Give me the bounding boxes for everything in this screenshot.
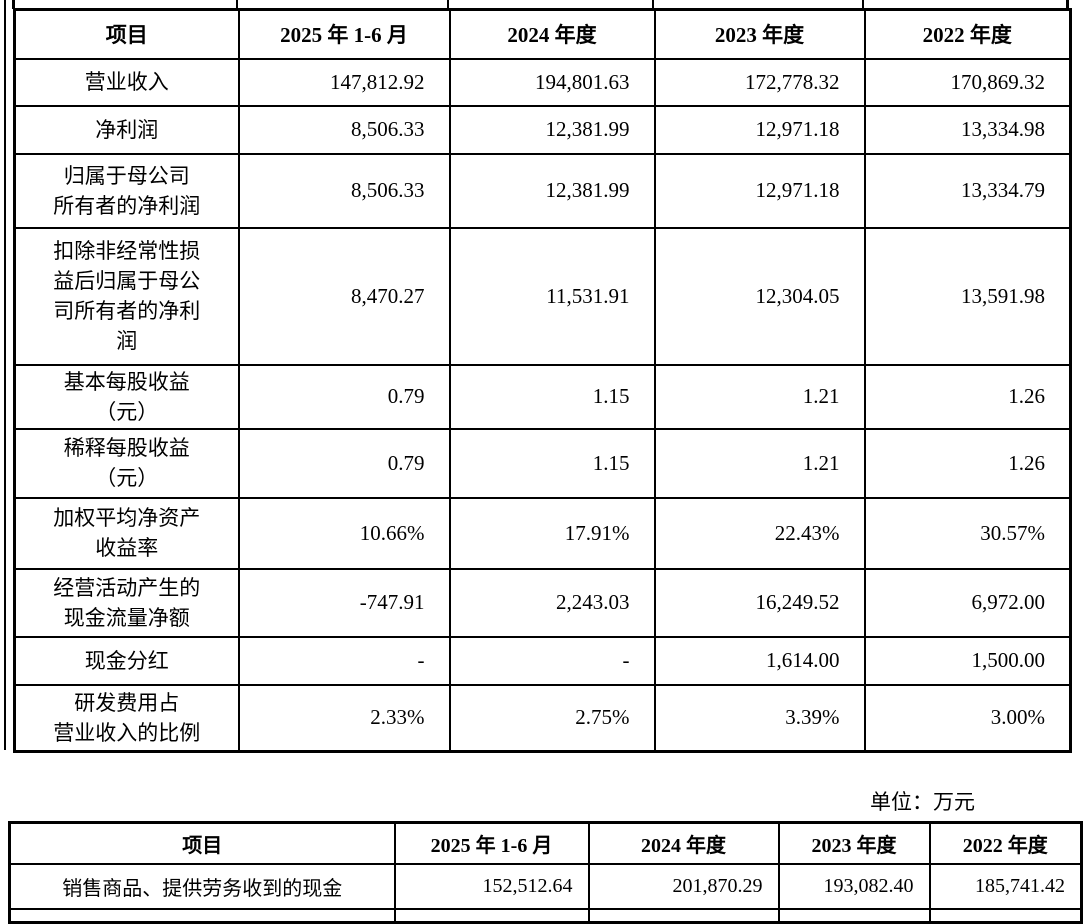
value-cell: 6,972.00 bbox=[863, 567, 1072, 638]
unit-label: 单位：万元 bbox=[870, 790, 975, 814]
column-header: 2025 年 1-6 月 bbox=[393, 821, 590, 865]
cut-row-border-stub bbox=[12, 0, 15, 9]
page-edge-line bbox=[4, 0, 6, 750]
value-cell: 185,741.42 bbox=[928, 862, 1083, 910]
value-cell: 30.57% bbox=[863, 496, 1072, 570]
cut-row-border-stub bbox=[862, 0, 864, 9]
item-cell: 销售商品、提供劳务收到的现金 bbox=[8, 862, 396, 910]
value-cell: -747.91 bbox=[237, 567, 451, 638]
value-cell: 3.00% bbox=[863, 683, 1072, 753]
value-cell: 10.66% bbox=[237, 496, 451, 570]
value-cell: 201,870.29 bbox=[587, 862, 780, 910]
column-header: 2022 年度 bbox=[863, 8, 1072, 60]
value-cell: 193,082.40 bbox=[777, 862, 931, 910]
value-cell: 12,381.99 bbox=[448, 104, 656, 155]
value-cell: 194,801.63 bbox=[448, 57, 656, 107]
value-cell: 1,614.00 bbox=[653, 635, 866, 686]
value-cell: 147,812.92 bbox=[237, 57, 451, 107]
value-cell: 13,591.98 bbox=[863, 226, 1072, 366]
column-header: 2023 年度 bbox=[653, 8, 866, 60]
item-cell: 研发费用占 营业收入的比例 bbox=[13, 683, 240, 753]
cut-row-border-stub bbox=[447, 0, 449, 9]
value-cell: 8,470.27 bbox=[237, 226, 451, 366]
column-header: 项目 bbox=[13, 8, 240, 60]
key-financials-table: 项目 2025 年 1-6 月 2024 年度 2023 年度 2022 年度 营业收入… bbox=[13, 8, 1072, 753]
value-cell: 16,249.52 bbox=[653, 567, 866, 638]
column-header: 项目 bbox=[8, 821, 396, 865]
item-cell: 加权平均净资产 收益率 bbox=[13, 496, 240, 570]
value-cell: 1.15 bbox=[448, 363, 656, 430]
value-cell: 2.33% bbox=[237, 683, 451, 753]
table-row: 现金分红 - -1,614.00 1,500.00 bbox=[13, 635, 1072, 686]
value-cell: 12,971.18 bbox=[653, 104, 866, 155]
item-cell: 经营活动产生的 现金流量净额 bbox=[13, 567, 240, 638]
column-header: 2024 年度 bbox=[587, 821, 780, 865]
item-cell: 归属于母公司 所有者的净利润 bbox=[13, 152, 240, 229]
table-row: 基本每股收益 （元） 0.79 1.15 1.21 1.26 bbox=[13, 363, 1072, 430]
cut-row-border-stub bbox=[1066, 0, 1069, 9]
value-cell: 0.79 bbox=[237, 363, 451, 430]
value-cell: 13,334.79 bbox=[863, 152, 1072, 229]
value-cell: - bbox=[448, 635, 656, 686]
item-cell: 稀释每股收益 （元） bbox=[13, 427, 240, 499]
cut-row-border-stub bbox=[236, 0, 238, 9]
item-cell: 营业收入 bbox=[13, 57, 240, 107]
value-cell: 11,531.91 bbox=[448, 226, 656, 366]
table-row: 营业收入 147,812.92 194,801.63 172,778.32 170,86… bbox=[13, 57, 1072, 107]
value-cell: 1.26 bbox=[863, 363, 1072, 430]
item-cell: 基本每股收益 （元） bbox=[13, 363, 240, 430]
value-cell: 1,500.00 bbox=[863, 635, 1072, 686]
table-row: 归属于母公司 所有者的净利润 8,506.33 12,381.99 12,971.18… bbox=[13, 152, 1072, 229]
column-header: 2025 年 1-6 月 bbox=[237, 8, 451, 60]
value-cell: 1.15 bbox=[448, 427, 656, 499]
value-cell: 12,381.99 bbox=[448, 152, 656, 229]
value-cell: 3.39% bbox=[653, 683, 866, 753]
header-row: 项目 2025 年 1-6 月 2024 年度 2023 年度 2022 年度 bbox=[13, 8, 1072, 60]
header-row: 项目 2025 年 1-6 月 2024 年度 2023 年度 2022 年度 bbox=[8, 821, 1083, 865]
cash-flow-table: 项目 2025 年 1-6 月 2024 年度 2023 年度 2022 年度 销售商品… bbox=[8, 821, 1083, 924]
value-cell: 8,506.33 bbox=[237, 104, 451, 155]
item-cell: 扣除非经常性损 益后归属于母公 司所有者的净利 润 bbox=[13, 226, 240, 366]
column-header: 2022 年度 bbox=[928, 821, 1083, 865]
value-cell: 172,778.32 bbox=[653, 57, 866, 107]
value-cell: 2,243.03 bbox=[448, 567, 656, 638]
value-cell: 1.21 bbox=[653, 363, 866, 430]
value-cell: 12,971.18 bbox=[653, 152, 866, 229]
table-row: 经营活动产生的 现金流量净额 -747.91 2,243.03 16,249.52 6,… bbox=[13, 567, 1072, 638]
value-cell: 170,869.32 bbox=[863, 57, 1072, 107]
table-row: 研发费用占 营业收入的比例 2.33% 2.75% 3.39% 3.00% bbox=[13, 683, 1072, 753]
table-row: 净利润 8,506.33 12,381.99 12,971.18 13,334.98 bbox=[13, 104, 1072, 155]
value-cell: 8,506.33 bbox=[237, 152, 451, 229]
item-cell: 现金分红 bbox=[13, 635, 240, 686]
value-cell: 1.26 bbox=[863, 427, 1072, 499]
value-cell: 13,334.98 bbox=[863, 104, 1072, 155]
value-cell: 0.79 bbox=[237, 427, 451, 499]
table-row: 稀释每股收益 （元） 0.79 1.15 1.21 1.26 bbox=[13, 427, 1072, 499]
value-cell: 12,304.05 bbox=[653, 226, 866, 366]
value-cell: 152,512.64 bbox=[393, 862, 590, 910]
table-row: 扣除非经常性损 益后归属于母公 司所有者的净利 润 8,470.27 11,531.… bbox=[13, 226, 1072, 366]
column-header: 2024 年度 bbox=[448, 8, 656, 60]
table-row: 销售商品、提供劳务收到的现金 152,512.64 201,870.29 193,08… bbox=[8, 862, 1083, 910]
column-header: 2023 年度 bbox=[777, 821, 931, 865]
cut-row-border-stub bbox=[652, 0, 654, 9]
value-cell: 1.21 bbox=[653, 427, 866, 499]
item-cell: 净利润 bbox=[13, 104, 240, 155]
value-cell: - bbox=[237, 635, 451, 686]
value-cell: 17.91% bbox=[448, 496, 656, 570]
value-cell: 22.43% bbox=[653, 496, 866, 570]
value-cell: 2.75% bbox=[448, 683, 656, 753]
table-row: 加权平均净资产 收益率 10.66% 17.91% 22.43% 30.57% bbox=[13, 496, 1072, 570]
